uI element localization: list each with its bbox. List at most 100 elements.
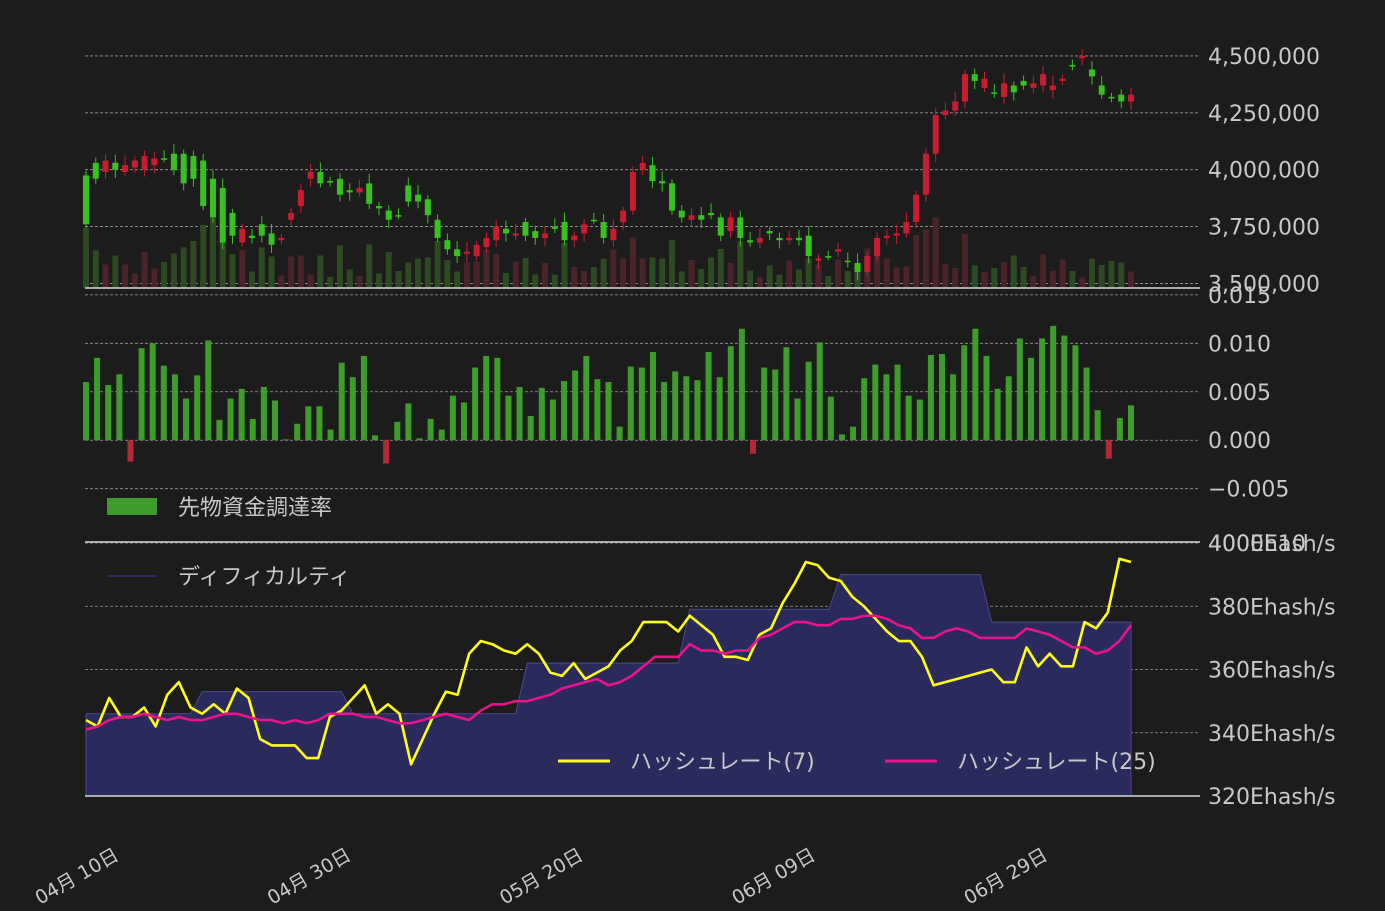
candle-body (903, 222, 910, 234)
funding-bar (883, 374, 890, 441)
candle-body (786, 237, 793, 241)
hash-ytick-label: 360Ehash/s (1208, 659, 1336, 684)
funding-bar (449, 395, 456, 441)
candle-body (756, 237, 763, 243)
funding-bar (238, 388, 245, 441)
candle-body (278, 237, 285, 241)
candle-body (141, 156, 148, 170)
volume-bar (297, 255, 304, 288)
funding-panel (83, 325, 1134, 464)
volume-bar (356, 276, 363, 288)
candle-body (1030, 83, 1037, 88)
candle-body (131, 160, 138, 168)
candle-body (1079, 55, 1086, 59)
candle-body (327, 181, 334, 183)
volume-bar (502, 273, 509, 288)
candle-body (1059, 78, 1066, 81)
candle-body (776, 237, 783, 241)
funding-bar (761, 367, 768, 441)
candle-body (747, 240, 754, 243)
candle-body (366, 183, 373, 204)
candle-body (942, 110, 949, 116)
funding-bar (738, 328, 745, 441)
funding-bar (394, 421, 401, 441)
funding-bar (816, 342, 823, 441)
funding-bar (116, 374, 123, 441)
candle-body (415, 194, 422, 202)
candle-body (991, 92, 998, 94)
candle-body (590, 219, 597, 222)
funding-bar (149, 343, 156, 441)
funding-bar (360, 355, 367, 441)
candle-body (151, 158, 158, 166)
volume-bar (1030, 276, 1037, 288)
funding-bar (405, 403, 412, 441)
funding-bar (1039, 338, 1046, 441)
candle-body (698, 215, 705, 220)
volume-bar (932, 217, 939, 288)
funding-bar (694, 380, 701, 441)
candle-body (913, 194, 920, 223)
funding-bar (661, 382, 668, 441)
funding-bar (583, 355, 590, 441)
candle-body (180, 153, 187, 184)
volume-bar (424, 257, 431, 288)
volume-bar (346, 269, 353, 288)
funding-bar (94, 357, 101, 441)
funding-bar (472, 367, 479, 441)
funding-bar (872, 364, 879, 441)
volume-bar (815, 264, 822, 288)
price-ytick-label: 4,000,000 (1208, 159, 1320, 184)
volume-bar (151, 268, 158, 288)
volume-bar (229, 254, 236, 288)
funding-bar (850, 426, 857, 441)
volume-bar (1118, 262, 1125, 288)
volume-bar (278, 275, 285, 288)
price-panel (83, 49, 1134, 288)
candle-body (542, 233, 549, 238)
candle-body (678, 210, 685, 218)
candle-body (620, 210, 627, 223)
volume-bar (532, 274, 539, 288)
volume-bar (571, 267, 578, 288)
funding-bar (1105, 440, 1112, 459)
volume-bar (122, 264, 129, 288)
funding-bar (772, 369, 779, 441)
volume-bar (649, 257, 656, 288)
funding-bar (83, 382, 89, 441)
volume-bar (327, 277, 334, 288)
volume-bar (600, 258, 607, 288)
volume-bar (1079, 277, 1086, 288)
funding-bar (961, 345, 968, 441)
funding-bar (138, 348, 145, 441)
candle-body (727, 217, 734, 232)
funding-bar (983, 355, 990, 441)
candle-body (659, 181, 666, 184)
funding-legend-label: 先物資金調達率 (178, 496, 332, 521)
candle-body (961, 74, 968, 102)
volume-bar (288, 256, 295, 288)
candle-body (532, 231, 539, 238)
volume-bar (747, 270, 754, 288)
funding-bar (950, 374, 957, 441)
funding-bar (349, 377, 356, 441)
funding-legend-swatch (107, 498, 157, 515)
x-tick-label: 05月 20日 (496, 844, 587, 907)
candle-body (512, 233, 519, 236)
funding-bar (171, 374, 178, 441)
volume-bar (678, 271, 685, 288)
candle-body (952, 101, 959, 111)
volume-bar (141, 252, 148, 288)
price-ytick-label: 3,750,000 (1208, 216, 1320, 241)
candle-body (170, 153, 177, 170)
volume-bar (805, 258, 812, 288)
candle-body (297, 190, 304, 207)
candle-body (874, 237, 881, 257)
x-tick-label: 04月 10日 (32, 844, 123, 907)
candle-body (424, 199, 431, 216)
volume-bar (835, 259, 842, 288)
candle-body (356, 187, 363, 193)
funding-bar (638, 367, 645, 441)
volume-bar (180, 247, 187, 288)
